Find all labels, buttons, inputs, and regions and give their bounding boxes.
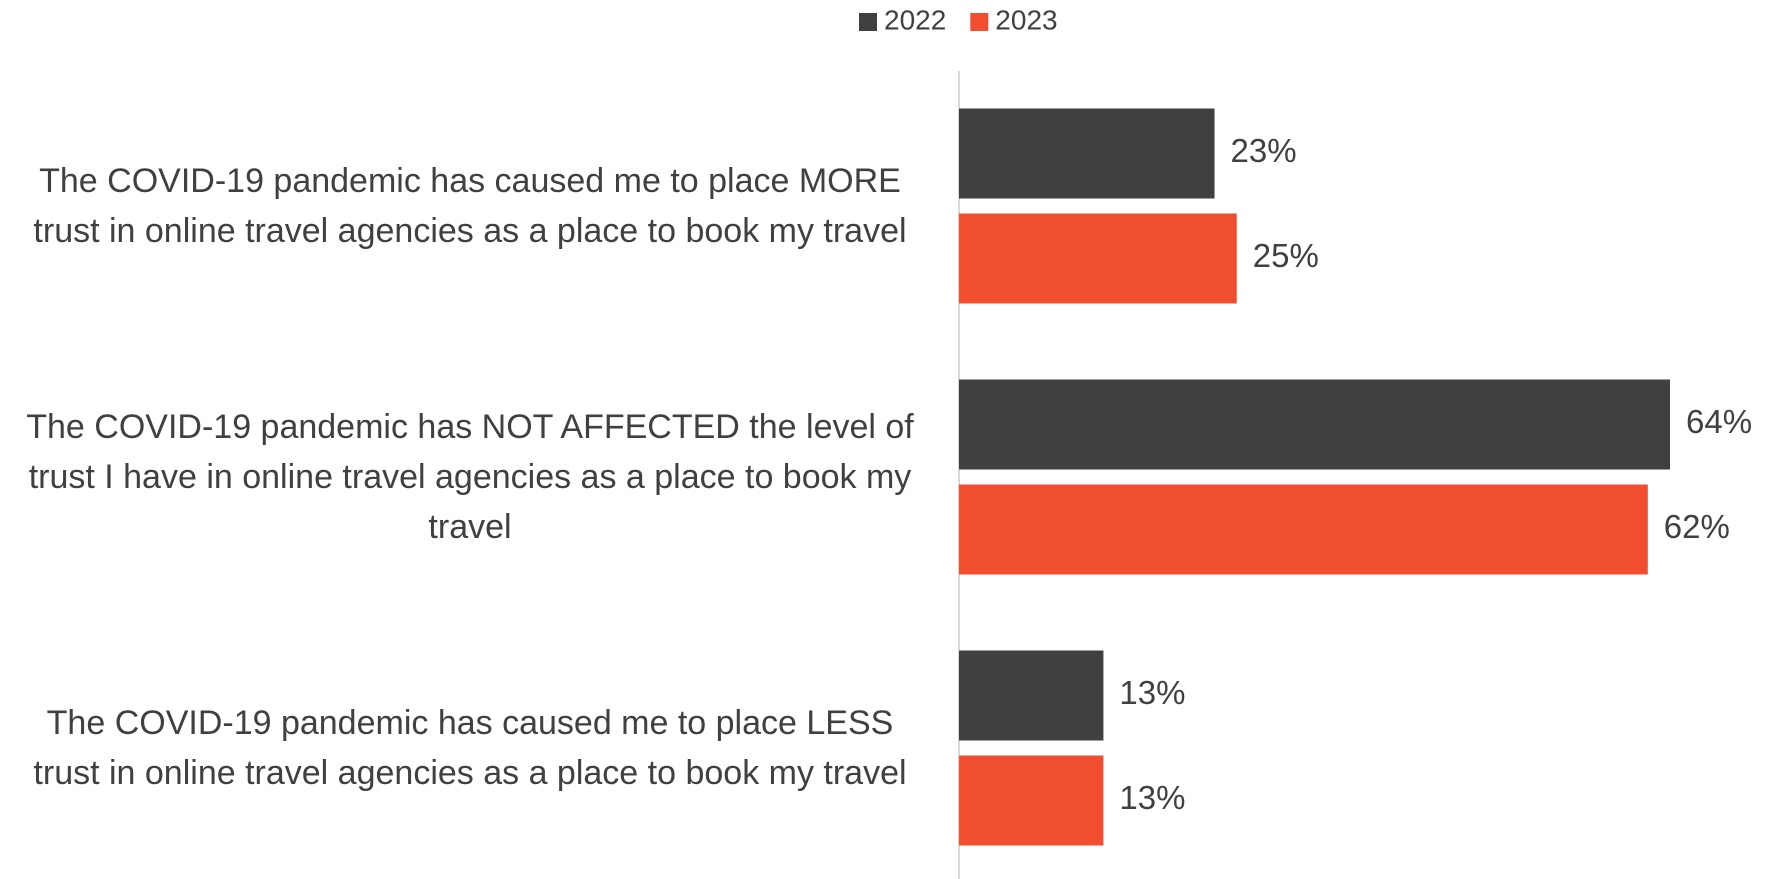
value-label: 62% xyxy=(1664,508,1730,545)
category-label: The COVID-19 pandemic has caused me to p… xyxy=(33,162,907,250)
bar xyxy=(959,484,1648,575)
value-label: 64% xyxy=(1686,403,1752,440)
value-label: 13% xyxy=(1119,674,1185,711)
bar xyxy=(959,650,1104,741)
legend-swatch xyxy=(859,13,877,31)
legend-swatch xyxy=(970,13,989,31)
value-label: 25% xyxy=(1253,237,1319,274)
bar xyxy=(959,213,1237,304)
value-label: 23% xyxy=(1231,132,1297,169)
value-label: 13% xyxy=(1119,779,1185,816)
bar xyxy=(959,108,1215,199)
category-label: The COVID-19 pandemic has NOT AFFECTED t… xyxy=(26,408,914,546)
bar xyxy=(959,755,1104,846)
legend-label: 2022 xyxy=(884,4,946,35)
bar xyxy=(959,379,1670,470)
category-label: The COVID-19 pandemic has caused me to p… xyxy=(33,704,907,792)
legend-label: 2023 xyxy=(995,4,1057,35)
